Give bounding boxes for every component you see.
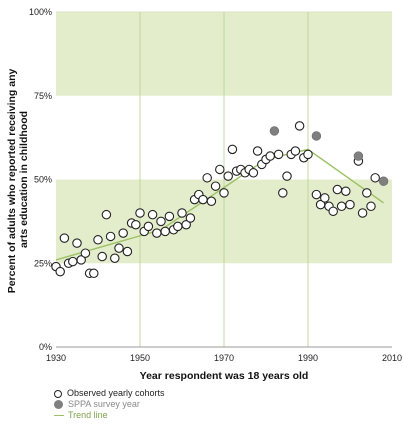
data-points (51, 121, 389, 279)
trend-line-icon (54, 415, 64, 416)
legend: Observed yearly cohorts SPPA survey year… (54, 388, 165, 421)
x-tick-label-1970: 1970 (214, 353, 234, 363)
point-observed-41 (223, 171, 233, 181)
point-observed-2 (59, 233, 70, 243)
point-observed-37 (206, 196, 217, 207)
x-axis-title: Year respondent was 18 years old (140, 370, 309, 382)
point-observed-23 (147, 209, 158, 220)
point-observed-56 (290, 146, 301, 156)
point-observed-25 (156, 216, 166, 227)
point-observed-30 (177, 208, 187, 218)
y-axis-title-line-2: arts education in childhood (18, 111, 30, 248)
point-observed-10 (93, 235, 103, 245)
point-observed-13 (105, 231, 116, 242)
point-observed-60 (311, 189, 322, 200)
point-observed-42 (227, 144, 238, 155)
point-observed-36 (202, 173, 212, 183)
point-sppa-1 (311, 131, 322, 141)
point-observed-72 (366, 201, 376, 212)
filled-circle-icon (54, 400, 63, 409)
point-observed-11 (97, 251, 107, 262)
legend-item-sppa: SPPA survey year (54, 399, 165, 410)
x-tick-label-1950: 1950 (130, 353, 150, 363)
legend-item-observed: Observed yearly cohorts (54, 388, 165, 399)
point-observed-62 (320, 193, 330, 203)
point-observed-73 (370, 173, 380, 183)
legend-label-sppa: SPPA survey year (68, 399, 140, 409)
point-observed-1 (55, 266, 65, 277)
vertical-gridlines (139, 12, 309, 347)
point-observed-39 (215, 164, 225, 175)
point-sppa-2 (353, 151, 364, 161)
y-tick-label-50: 50% (34, 175, 52, 185)
point-observed-12 (101, 209, 112, 220)
point-observed-40 (219, 188, 229, 198)
point-sppa-0 (269, 126, 280, 136)
point-observed-5 (72, 238, 82, 248)
point-observed-59 (303, 149, 313, 160)
point-observed-64 (328, 206, 338, 217)
legend-label-observed: Observed yearly cohorts (67, 388, 165, 398)
point-observed-15 (114, 243, 124, 253)
point-observed-6 (76, 255, 86, 265)
point-observed-20 (135, 208, 145, 218)
point-observed-31 (181, 219, 191, 230)
x-tick-label-1990: 1990 (298, 353, 318, 363)
point-observed-29 (173, 221, 183, 232)
point-observed-54 (282, 171, 292, 181)
point-observed-7 (80, 248, 91, 258)
y-tick-labels: 0% 25% 50% 75% 100% (29, 7, 52, 352)
point-observed-4 (68, 256, 78, 267)
point-observed-14 (110, 253, 120, 263)
point-observed-47 (248, 168, 259, 178)
point-observed-67 (341, 186, 351, 196)
x-tick-label-2010: 2010 (382, 353, 402, 363)
y-axis-title: Percent of adults who reported receiving… (6, 66, 30, 294)
point-sppa-3 (378, 176, 389, 186)
open-circle-icon (54, 389, 62, 398)
point-observed-48 (252, 146, 263, 156)
point-observed-24 (152, 228, 162, 238)
point-observed-27 (164, 211, 175, 222)
point-observed-9 (89, 268, 99, 279)
point-observed-32 (185, 213, 196, 223)
y-tick-label-0: 0% (39, 342, 52, 352)
y-tick-label-25: 25% (34, 258, 52, 268)
legend-label-trend: Trend line (68, 410, 108, 420)
point-observed-66 (336, 201, 347, 212)
point-observed-16 (118, 228, 128, 238)
legend-item-trend: Trend line (54, 410, 165, 421)
x-tick-labels: 1930 1950 1970 1990 2010 (46, 353, 402, 363)
point-observed-22 (143, 221, 154, 232)
point-observed-52 (273, 149, 284, 160)
point-observed-70 (357, 208, 368, 218)
point-observed-51 (265, 151, 275, 161)
point-observed-35 (198, 194, 208, 205)
point-observed-57 (294, 121, 305, 131)
point-observed-19 (131, 219, 141, 230)
point-observed-65 (332, 184, 343, 195)
point-observed-53 (278, 188, 288, 198)
x-tick-label-1930: 1930 (46, 353, 66, 363)
y-tick-label-100: 100% (29, 7, 52, 17)
point-observed-38 (210, 181, 221, 191)
point-observed-71 (362, 188, 372, 198)
point-observed-26 (160, 226, 170, 237)
y-axis-title-line-1: Percent of adults who reported receiving… (6, 68, 18, 293)
point-observed-17 (122, 246, 133, 257)
y-tick-label-75: 75% (34, 91, 52, 101)
point-observed-68 (345, 199, 355, 210)
